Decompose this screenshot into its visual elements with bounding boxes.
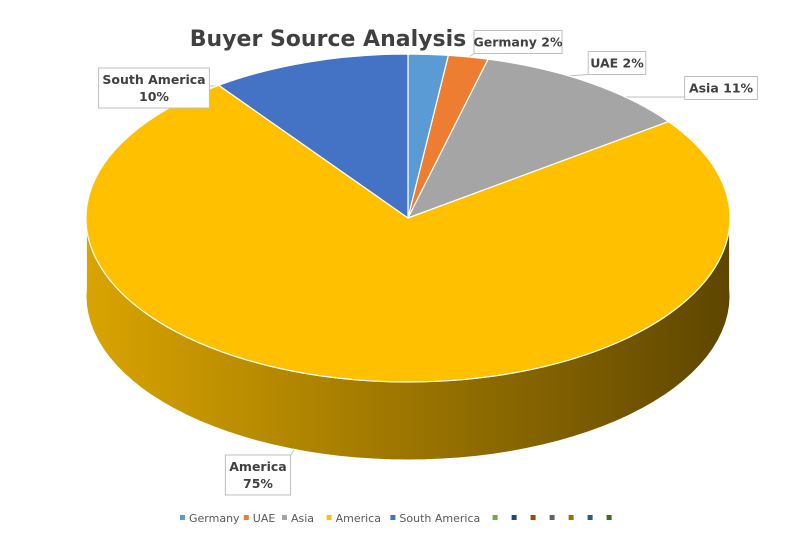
- legend-label-south-america: South America: [399, 512, 480, 525]
- pie-slice-america: [85, 84, 731, 383]
- data-label-box-uae: [587, 51, 647, 75]
- data-label-south-america: 10%: [139, 89, 169, 104]
- legend-swatch-uae: [243, 515, 249, 520]
- legend: Germany UAE Asia America South America: [180, 512, 612, 525]
- legend-extra-marker: [530, 515, 536, 520]
- legend-extra-marker: [511, 515, 517, 520]
- legend-label-germany: Germany: [189, 512, 240, 525]
- legend-swatch-germany: [180, 515, 185, 520]
- legend-extra-marker: [549, 515, 555, 520]
- pie-slices: [85, 53, 731, 383]
- legend-extra-marker: [606, 515, 612, 520]
- legend-extra-marker: [568, 515, 574, 520]
- legend-swatch-south-america: [390, 515, 396, 520]
- data-label-south-america: South America: [102, 72, 205, 87]
- data-label-box-asia: [684, 76, 758, 100]
- data-label-america: 75%: [243, 476, 273, 491]
- legend-swatch-asia: [282, 515, 287, 520]
- legend-label-asia: Asia: [291, 512, 314, 525]
- chart-title: Buyer Source Analysis: [190, 27, 466, 52]
- pie-slice-asia: [406, 58, 670, 220]
- data-label-box-germany: [473, 30, 563, 54]
- data-labels: Germany 2% UAE 2% Asia 11% America 75% South …: [98, 30, 758, 496]
- legend-extra-marker: [587, 515, 593, 520]
- data-label-uae: UAE 2%: [590, 56, 644, 71]
- data-label-america: America: [229, 459, 286, 474]
- legend-swatch-america: [326, 515, 332, 520]
- legend-extra-marker: [492, 515, 498, 520]
- legend-label-america: America: [336, 512, 381, 525]
- data-label-asia: Asia 11%: [689, 81, 754, 96]
- legend-label-uae: UAE: [253, 512, 276, 525]
- data-label-box-south-america: [98, 67, 210, 109]
- data-label-box-america: [224, 454, 292, 496]
- pie-slice-south-america: [217, 53, 409, 220]
- data-label-germany: Germany 2%: [474, 35, 563, 50]
